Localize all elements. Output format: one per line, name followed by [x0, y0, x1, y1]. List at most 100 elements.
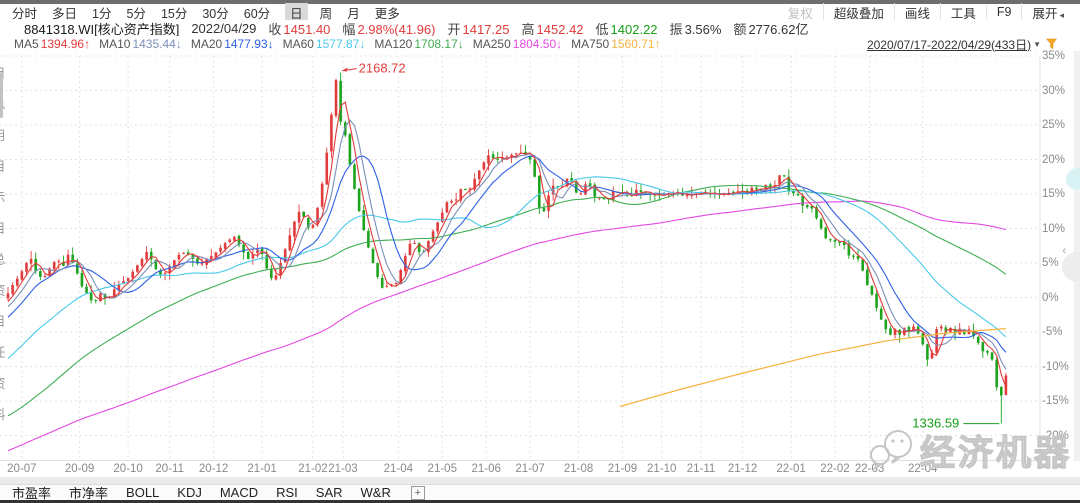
x-axis-line: [0, 460, 1040, 461]
y-tick-label: 10%: [1042, 222, 1066, 235]
period-tab-15min[interactable]: 15分: [160, 6, 188, 21]
x-tick-label: 21-10: [647, 463, 677, 475]
x-tick-label: 21-06: [471, 463, 501, 475]
x-tick-label: 21-12: [727, 463, 758, 475]
tab-sar[interactable]: SAR: [315, 485, 343, 500]
ma-item-4: MA120 1708.17↓: [374, 37, 464, 51]
period-tab-daily-selected[interactable]: 日: [285, 2, 308, 22]
collapse-left-icon[interactable]: ‹: [1062, 245, 1066, 257]
x-tick-label: 20-09: [64, 463, 95, 475]
period-tab-monthly[interactable]: 月: [347, 6, 360, 21]
period-tab-1min[interactable]: 1分: [92, 6, 112, 21]
x-tick-label: 21-05: [427, 463, 457, 475]
ma-item-6: MA750 1560.71↑: [571, 37, 661, 51]
x-tick-label: 22-01: [776, 463, 806, 475]
quote-date: 2022/04/29: [191, 20, 257, 36]
y-tick-label: -15%: [1042, 395, 1069, 407]
left-clipped-panel: 目总用目示目总资目任资料: [0, 58, 7, 438]
tool-overlay-button[interactable]: 超级叠加: [822, 2, 894, 22]
watermark-blob: [1062, 252, 1080, 282]
x-tick-label: 20-10: [113, 463, 143, 475]
quote-field-4: 低 1402.22: [595, 21, 658, 37]
date-range-text: 2020/07/17-2022/04/29(433日): [866, 37, 1032, 52]
ma-item-2: MA20 1477.93↓: [190, 37, 274, 51]
y-tick-label: 20%: [1042, 153, 1066, 166]
window-top-edge: [0, 0, 1080, 4]
tool-drawline-button[interactable]: 画线: [893, 2, 940, 22]
period-toolbar-left: 分时 多日 1分 5分 15分 30分 60分 日 周 月 更多: [0, 2, 415, 22]
y-tick-label: 30%: [1042, 84, 1066, 97]
tab-macd[interactable]: MACD: [219, 485, 259, 500]
x-tick-label: 21-01: [247, 463, 277, 475]
tab-pb-ratio[interactable]: 市净率: [69, 486, 109, 501]
tool-f9-button[interactable]: F9: [985, 5, 1022, 19]
svg-text:1336.59: 1336.59: [912, 416, 959, 431]
svg-text:2168.72: 2168.72: [359, 61, 406, 76]
period-tab-fenshi[interactable]: 分时: [12, 6, 38, 21]
y-axis: 35% 30% 25% 20% 15% 10% 5% 0% -5% -10% -15% -20%: [1042, 50, 1080, 451]
y-tick-label: 0%: [1042, 291, 1059, 304]
plus-icon: +: [414, 486, 422, 499]
x-tick-label: 22-04: [908, 463, 938, 475]
quote-field-3: 高 1452.42: [521, 21, 584, 37]
candlestick-chart[interactable]: 2168.72 1336.59: [0, 51, 1080, 461]
ma-item-0: MA5 1394.96↑: [14, 37, 91, 51]
quote-field-5: 振 3.56%: [669, 21, 722, 37]
period-tab-duori[interactable]: 多日: [52, 6, 78, 21]
triangle-left-icon: ◂: [1059, 9, 1064, 20]
period-tab-weekly[interactable]: 周: [319, 6, 333, 21]
ma-legend-bar: MA5 1394.96↑ MA10 1435.44↓ MA20 1477.93↓ MA…: [0, 36, 1080, 52]
x-tick-label: 21-03: [328, 463, 358, 475]
tab-rsi[interactable]: RSI: [276, 485, 298, 500]
quote-field-0: 收 1451.40: [268, 21, 331, 37]
x-tick-label: 21-08: [563, 463, 594, 475]
x-tick-label: 21-04: [383, 463, 414, 475]
period-tab-30min[interactable]: 30分: [202, 6, 229, 21]
period-tab-5min[interactable]: 5分: [126, 6, 146, 21]
ma-item-3: MA60 1577.87↓: [282, 37, 366, 51]
quote-field-1: 幅 2.98%(41.96): [342, 21, 436, 37]
caret-down-icon: ▼: [1033, 39, 1041, 49]
window-bottom-edge: [0, 500, 1080, 503]
x-tick-label: 21-07: [515, 463, 545, 475]
period-tab-more[interactable]: 更多: [374, 6, 400, 21]
ma-item-5: MA250 1804.50↓: [472, 37, 563, 51]
x-tick-label: 21-02: [298, 463, 328, 475]
ma-item-1: MA10 1435.44↓: [99, 37, 182, 51]
date-range-selector[interactable]: 2020/07/17-2022/04/29(433日) ▼: [867, 36, 1058, 52]
y-tick-label: -10%: [1042, 360, 1069, 373]
x-tick-label: 20-11: [155, 463, 184, 475]
add-indicator-button[interactable]: +: [410, 485, 425, 500]
x-tick-label: 22-02: [820, 463, 850, 475]
tab-boll[interactable]: BOLL: [126, 485, 160, 500]
indicator-tabbar: 市盈率 市净率 BOLL KDJ MACD RSI SAR W&R +: [0, 484, 1080, 501]
tool-fuquan-button[interactable]: 复权: [787, 6, 813, 21]
funnel-icon[interactable]: [1046, 38, 1058, 50]
x-tick-label: 20-12: [198, 463, 229, 475]
x-axis: 20-07 20-09 20-10 20-11 20-12 21-01 21-02 21-03…: [0, 461, 1040, 477]
y-tick-label: 35%: [1042, 50, 1066, 62]
period-toolbar: 分时 多日 1分 5分 15分 30分 60分 日 周 月 更多 复权 超级叠加…: [0, 2, 1080, 22]
watermark-blob: [1066, 168, 1080, 190]
period-tab-60min[interactable]: 60分: [243, 6, 271, 21]
tab-pe-ratio[interactable]: 市盈率: [12, 486, 52, 501]
y-tick-label: -5%: [1042, 326, 1063, 338]
y-tick-label: -20%: [1042, 429, 1069, 442]
quote-field-2: 开 1417.25: [447, 21, 510, 37]
instrument-code-name[interactable]: 8841318.WI[核心资产指数]: [24, 21, 180, 37]
chart-canvas[interactable]: 2168.72 1336.59: [0, 51, 1080, 461]
y-tick-label: 25%: [1042, 119, 1066, 131]
x-tick-label: 21-09: [607, 463, 638, 475]
tool-expand-button[interactable]: 展开 ◂: [1021, 2, 1074, 22]
bottom-gray-strip: [0, 477, 1080, 484]
x-tick-label: 22-03: [854, 463, 885, 475]
tool-tools-button[interactable]: 工具: [939, 2, 986, 22]
tab-kdj[interactable]: KDJ: [177, 485, 202, 500]
y-tick-label: 15%: [1042, 188, 1066, 200]
tab-wr[interactable]: W&R: [360, 485, 391, 500]
left-scroll-fragment: [0, 72, 3, 118]
quote-field-6: 额 2776.62亿: [733, 21, 809, 37]
x-tick-label: 20-07: [7, 463, 37, 475]
x-tick-label: 21-11: [686, 463, 716, 475]
